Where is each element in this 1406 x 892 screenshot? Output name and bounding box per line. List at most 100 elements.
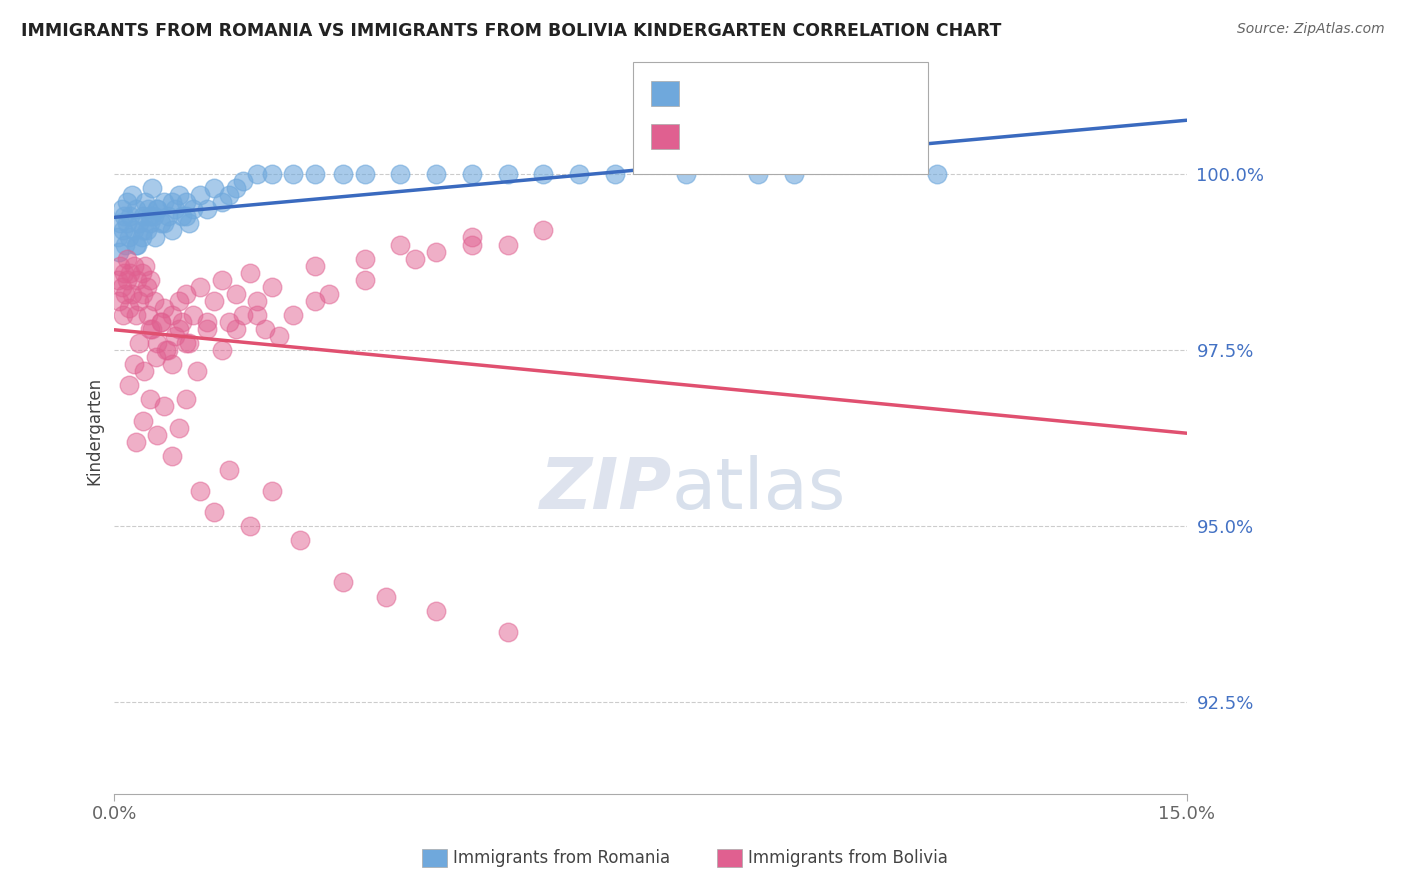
Point (174, 392, 197, 407)
Point (167, 322, 190, 336)
Point (239, 519, 262, 533)
Point (149, 216, 172, 230)
Point (188, 279, 211, 293)
Point (568, 167, 591, 181)
Point (246, 293, 269, 308)
Point (108, 293, 131, 308)
Point (267, 329, 290, 343)
Point (260, 279, 283, 293)
Point (531, 167, 554, 181)
Point (139, 322, 162, 336)
Point (107, 273, 129, 287)
Point (167, 420, 190, 434)
Point (107, 230, 129, 244)
Point (253, 322, 276, 336)
Point (204, 505, 226, 519)
Point (425, 167, 447, 181)
Point (132, 413, 155, 427)
Point (139, 273, 162, 287)
Point (131, 230, 153, 244)
Point (332, 167, 354, 181)
Point (108, 216, 131, 230)
Point (108, 244, 131, 259)
Point (218, 188, 240, 202)
Point (165, 329, 187, 343)
Point (260, 167, 283, 181)
Point (290, 533, 312, 548)
Point (179, 216, 201, 230)
Point (122, 223, 145, 237)
Point (281, 308, 304, 322)
Point (172, 210, 194, 224)
Point (425, 604, 447, 618)
Point (174, 336, 197, 351)
Point (157, 210, 180, 224)
Point (146, 202, 169, 217)
Point (118, 301, 141, 315)
Point (127, 273, 149, 287)
Point (118, 230, 141, 244)
Point (195, 202, 218, 217)
Point (260, 483, 283, 498)
Point (120, 210, 142, 224)
Point (304, 167, 326, 181)
Point (389, 237, 412, 252)
Point (232, 174, 254, 188)
Point (925, 167, 948, 181)
Point (318, 286, 340, 301)
Point (110, 279, 132, 293)
Point (404, 252, 426, 266)
Point (134, 195, 156, 210)
Point (782, 167, 804, 181)
Point (128, 336, 150, 351)
Point (211, 273, 233, 287)
Point (195, 315, 218, 329)
Point (188, 483, 211, 498)
Point (304, 293, 326, 308)
Point (160, 195, 183, 210)
Point (160, 308, 183, 322)
Point (139, 392, 162, 407)
Point (149, 315, 172, 329)
Point (281, 167, 304, 181)
Point (496, 624, 519, 639)
Point (204, 181, 226, 195)
Point (353, 252, 375, 266)
Point (461, 167, 484, 181)
Text: atlas: atlas (672, 455, 846, 524)
Point (120, 266, 142, 280)
Point (675, 167, 697, 181)
Point (304, 259, 326, 273)
Point (143, 230, 166, 244)
Point (146, 336, 169, 351)
Point (134, 364, 156, 378)
Point (135, 223, 157, 237)
Point (181, 202, 204, 217)
Text: Immigrants from Bolivia: Immigrants from Bolivia (748, 849, 948, 867)
Point (117, 273, 139, 287)
Text: Source: ZipAtlas.com: Source: ZipAtlas.com (1237, 22, 1385, 37)
Text: Immigrants from Romania: Immigrants from Romania (453, 849, 669, 867)
Point (125, 237, 148, 252)
Point (375, 590, 398, 604)
Y-axis label: Kindergarten: Kindergarten (86, 377, 103, 485)
Point (174, 210, 197, 224)
Point (125, 308, 148, 322)
Point (218, 315, 240, 329)
Point (157, 343, 180, 358)
Point (110, 202, 132, 217)
Point (186, 364, 208, 378)
Point (134, 259, 156, 273)
Point (112, 266, 135, 280)
Point (132, 286, 155, 301)
Point (167, 188, 190, 202)
Point (128, 293, 150, 308)
Point (132, 223, 155, 237)
Point (160, 223, 183, 237)
Point (496, 237, 519, 252)
Point (131, 266, 153, 280)
Point (127, 237, 149, 252)
Point (146, 202, 169, 217)
Point (225, 286, 247, 301)
Point (115, 252, 138, 266)
